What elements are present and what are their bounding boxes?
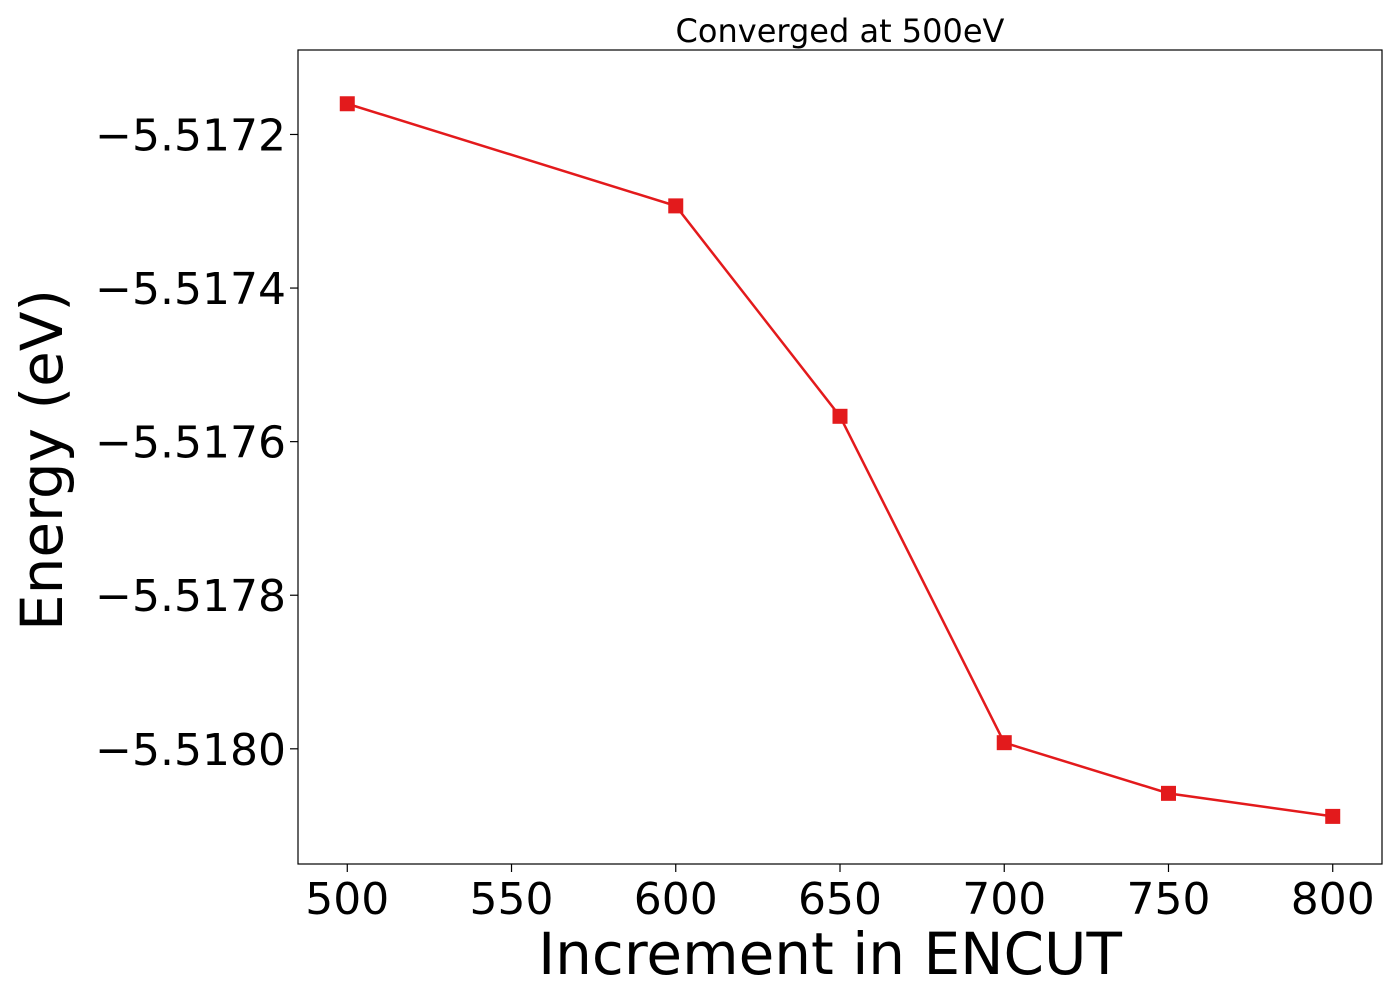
- x-axis: 500 550 600 650 700 750 800: [305, 864, 1375, 925]
- y-tick-label: −5.5178: [95, 571, 286, 622]
- x-tick-label: 650: [798, 874, 882, 925]
- x-tick-label: 700: [962, 874, 1046, 925]
- x-tick-label: 750: [1126, 874, 1210, 925]
- series-layer: [339, 96, 1341, 824]
- data-point: [668, 198, 684, 214]
- x-axis-title: Increment in ENCUT: [538, 920, 1122, 988]
- x-tick-label: 600: [634, 874, 718, 925]
- y-tick-label: −5.5174: [95, 264, 286, 315]
- data-point: [996, 735, 1012, 751]
- data-point: [1325, 808, 1341, 824]
- y-axis-title: Energy (eV): [8, 289, 76, 631]
- y-tick-label: −5.5180: [95, 725, 286, 776]
- data-point: [1160, 785, 1176, 801]
- x-tick-label: 800: [1291, 874, 1375, 925]
- y-tick-label: −5.5176: [95, 418, 286, 469]
- series-line: [346, 102, 1333, 818]
- data-point: [832, 408, 848, 424]
- y-tick-label: −5.5172: [95, 110, 286, 161]
- plot-background: [298, 50, 1382, 864]
- x-tick-label: 500: [305, 874, 389, 925]
- x-tick-label: 550: [470, 874, 554, 925]
- y-axis: −5.5172 −5.5174 −5.5176 −5.5178 −5.5180: [95, 110, 298, 776]
- chart-title: Converged at 500eV: [676, 12, 1005, 50]
- data-point: [339, 96, 355, 112]
